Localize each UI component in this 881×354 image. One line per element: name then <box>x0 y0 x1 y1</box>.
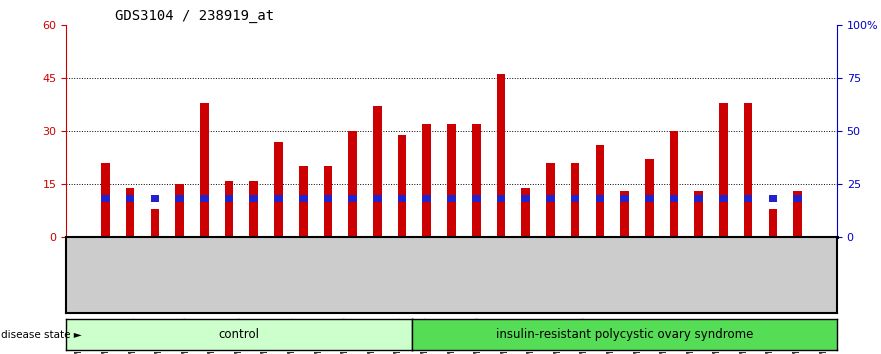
Bar <box>126 188 135 237</box>
Bar <box>423 195 431 202</box>
Bar <box>348 131 357 237</box>
Bar <box>670 131 678 237</box>
Bar <box>348 195 357 202</box>
Bar <box>472 195 480 202</box>
Bar <box>200 103 209 237</box>
Bar <box>793 191 802 237</box>
Bar <box>151 195 159 202</box>
Bar <box>571 163 580 237</box>
Text: insulin-resistant polycystic ovary syndrome: insulin-resistant polycystic ovary syndr… <box>496 328 753 341</box>
Bar <box>793 195 802 202</box>
Text: disease state ►: disease state ► <box>1 330 82 339</box>
Bar <box>596 195 604 202</box>
Bar <box>323 195 332 202</box>
Bar <box>274 195 283 202</box>
Bar <box>323 166 332 237</box>
Bar <box>175 195 184 202</box>
Text: control: control <box>218 328 259 341</box>
Bar <box>448 195 455 202</box>
Bar <box>373 195 381 202</box>
Bar <box>175 184 184 237</box>
Bar <box>744 103 752 237</box>
Bar <box>694 191 703 237</box>
Bar <box>596 145 604 237</box>
Bar <box>768 195 777 202</box>
Bar <box>151 209 159 237</box>
Bar <box>522 195 530 202</box>
Bar <box>274 142 283 237</box>
Bar <box>497 74 506 237</box>
Bar <box>620 195 629 202</box>
Bar <box>645 195 654 202</box>
Bar <box>101 163 110 237</box>
Bar <box>373 106 381 237</box>
Bar <box>472 124 480 237</box>
Bar <box>397 195 406 202</box>
Bar <box>249 181 258 237</box>
Bar <box>522 188 530 237</box>
Bar <box>497 195 506 202</box>
Bar <box>768 209 777 237</box>
Bar <box>694 195 703 202</box>
Bar <box>225 181 233 237</box>
Text: GDS3104 / 238919_at: GDS3104 / 238919_at <box>115 9 274 23</box>
Bar <box>448 124 455 237</box>
Bar <box>719 195 728 202</box>
Bar <box>546 163 555 237</box>
Bar <box>423 124 431 237</box>
Bar <box>645 159 654 237</box>
Bar <box>249 195 258 202</box>
Bar <box>101 195 110 202</box>
Bar <box>719 103 728 237</box>
Bar <box>397 135 406 237</box>
Bar <box>620 191 629 237</box>
Bar <box>299 195 307 202</box>
Bar <box>200 195 209 202</box>
Bar <box>546 195 555 202</box>
Bar <box>744 195 752 202</box>
Bar <box>126 195 135 202</box>
Bar <box>571 195 580 202</box>
Bar <box>225 195 233 202</box>
Bar <box>299 166 307 237</box>
Bar <box>670 195 678 202</box>
